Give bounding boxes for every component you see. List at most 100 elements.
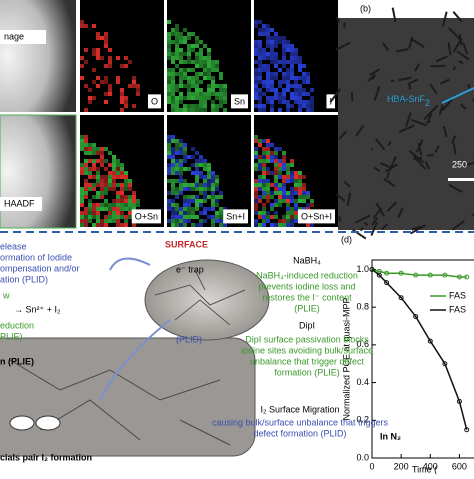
map-pixel <box>286 60 290 64</box>
map-pixel <box>96 48 100 52</box>
map-pixel <box>179 52 183 56</box>
map-pixel <box>108 60 112 64</box>
map-pixel <box>183 40 187 44</box>
map-pixel <box>290 76 294 80</box>
map-pixel <box>199 171 203 175</box>
map-pixel <box>302 72 306 76</box>
map-pixel <box>187 219 191 223</box>
map-pixel <box>171 104 175 108</box>
map-pixel <box>179 175 183 179</box>
map-pixel <box>116 207 120 211</box>
map-pixel <box>207 175 211 179</box>
map-pixel <box>262 32 266 36</box>
panel-label: (b) <box>360 3 371 13</box>
map-pixel <box>175 56 179 60</box>
text-line: DipI surface passivation blocks <box>245 334 369 344</box>
map-pixel <box>294 84 298 88</box>
map-pixel <box>262 179 266 183</box>
map-pixel <box>298 104 302 108</box>
map-pixel <box>195 167 199 171</box>
map-pixel <box>211 215 215 219</box>
map-pixel <box>199 72 203 76</box>
map-pixel <box>203 191 207 195</box>
map-pixel <box>262 159 266 163</box>
map-pixel <box>108 171 112 175</box>
map-pixel <box>171 223 175 227</box>
map-pixel <box>294 207 298 211</box>
map-pixel <box>274 36 278 40</box>
map-pixel <box>183 60 187 64</box>
map-pixel <box>167 92 171 96</box>
map-pixel <box>207 52 211 56</box>
map-pixel <box>195 96 199 100</box>
map-pixel <box>183 211 187 215</box>
map-pixel <box>254 48 258 52</box>
text-line: ormation of Iodide <box>0 252 72 262</box>
map-pixel <box>191 183 195 187</box>
map-pixel <box>195 199 199 203</box>
map-pixel <box>132 104 136 108</box>
map-pixel <box>124 96 128 100</box>
map-pixel <box>223 108 227 112</box>
map-pixel <box>286 80 290 84</box>
map-pixel <box>108 151 112 155</box>
vacancy <box>36 416 60 430</box>
map-pixel <box>96 36 100 40</box>
map-pixel <box>100 203 104 207</box>
map-pixel <box>183 215 187 219</box>
map-pixel <box>120 163 124 167</box>
map-pixel <box>104 44 108 48</box>
map-pixel <box>254 52 258 56</box>
map-pixel <box>274 76 278 80</box>
map-pixel <box>116 76 120 80</box>
map-pixel <box>258 76 262 80</box>
map-pixel <box>223 100 227 104</box>
map-pixel <box>262 223 266 227</box>
map-pixel <box>88 175 92 179</box>
map-pixel <box>136 88 140 92</box>
map-pixel <box>179 179 183 183</box>
map-pixel <box>270 40 274 44</box>
map-pixel <box>274 183 278 187</box>
map-pixel <box>258 32 262 36</box>
map-pixel <box>258 104 262 108</box>
map-pixel <box>203 72 207 76</box>
map-pixel <box>282 40 286 44</box>
map-pixel <box>92 151 96 155</box>
map-pixel <box>195 40 199 44</box>
map-pixel <box>100 223 104 227</box>
map-pixel <box>92 215 96 219</box>
map-pixel <box>294 80 298 84</box>
map-pixel <box>294 211 298 215</box>
map-pixel <box>116 175 120 179</box>
map-pixel <box>104 100 108 104</box>
image-label: HAADF <box>4 198 35 208</box>
map-pixel <box>96 195 100 199</box>
map-pixel <box>116 171 120 175</box>
map-pixel <box>175 159 179 163</box>
map-pixel <box>116 199 120 203</box>
map-pixel <box>203 183 207 187</box>
map-pixel <box>175 187 179 191</box>
map-pixel <box>128 203 132 207</box>
map-pixel <box>211 191 215 195</box>
map-pixel <box>207 167 211 171</box>
map-pixel <box>179 215 183 219</box>
map-pixel <box>278 219 282 223</box>
map-pixel <box>175 179 179 183</box>
map-pixel <box>254 104 258 108</box>
map-pixel <box>262 84 266 88</box>
map-pixel <box>124 179 128 183</box>
map-pixel <box>183 68 187 72</box>
map-pixel <box>211 88 215 92</box>
map-pixel <box>274 167 278 171</box>
map-pixel <box>219 92 223 96</box>
map-pixel <box>278 223 282 227</box>
map-pixel <box>286 191 290 195</box>
map-label: O+Sn <box>135 211 158 221</box>
map-pixel <box>290 96 294 100</box>
map-pixel <box>207 183 211 187</box>
map-pixel <box>294 100 298 104</box>
map-pixel <box>120 215 124 219</box>
map-pixel <box>286 72 290 76</box>
